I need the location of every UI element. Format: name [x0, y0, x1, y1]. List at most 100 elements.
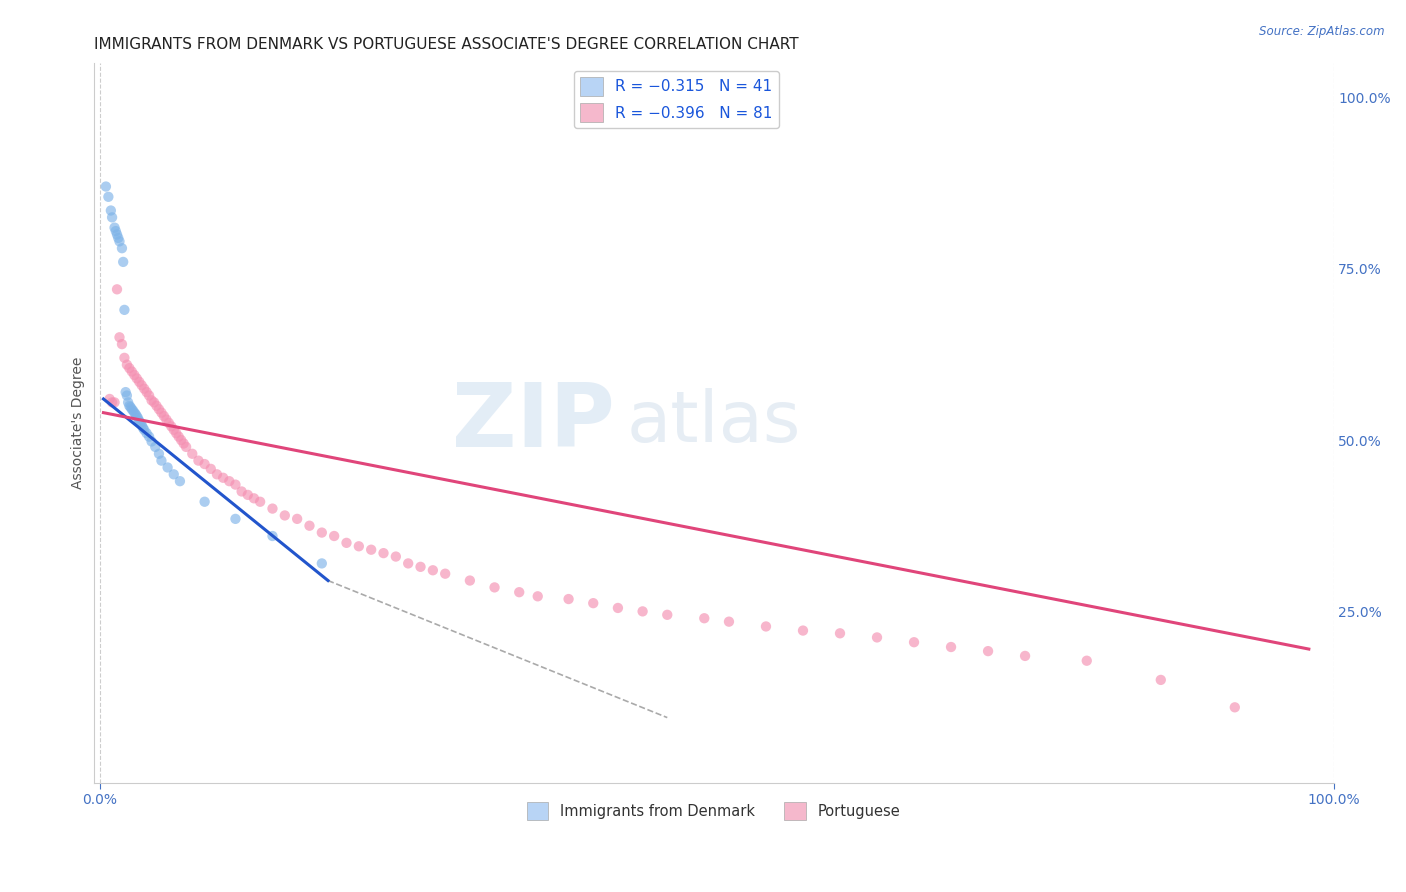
Point	[94, 179, 117, 194]
Point	[108, 235, 131, 249]
Point	[163, 423, 186, 437]
Point	[1076, 654, 1098, 668]
Point	[174, 440, 197, 454]
Point	[526, 590, 548, 604]
Point	[396, 557, 419, 571]
Point	[153, 409, 176, 423]
Point	[606, 601, 628, 615]
Point	[101, 395, 124, 409]
Point	[224, 512, 246, 526]
Point	[104, 224, 127, 238]
Point	[167, 430, 190, 444]
Point	[143, 395, 166, 409]
Point	[138, 430, 160, 444]
Point	[156, 460, 179, 475]
Point	[657, 607, 679, 622]
Point	[157, 416, 180, 430]
Point	[111, 241, 134, 255]
Point	[717, 615, 740, 629]
Point	[224, 477, 246, 491]
Point	[169, 474, 191, 488]
Point	[107, 231, 129, 245]
Point	[155, 412, 177, 426]
Point	[108, 330, 131, 344]
Point	[1014, 648, 1036, 663]
Point	[129, 416, 152, 430]
Point	[128, 375, 150, 389]
Point	[131, 378, 153, 392]
Point	[262, 529, 284, 543]
Point	[124, 406, 146, 420]
Point	[103, 220, 125, 235]
Point	[311, 557, 333, 571]
Point	[114, 385, 136, 400]
Point	[127, 411, 149, 425]
Point	[335, 536, 357, 550]
Point	[422, 563, 444, 577]
Point	[103, 395, 125, 409]
Point	[218, 474, 240, 488]
Point	[1150, 673, 1173, 687]
Point	[98, 392, 121, 406]
Point	[128, 414, 150, 428]
Point	[285, 512, 308, 526]
Point	[194, 457, 217, 471]
Point	[105, 227, 128, 242]
Point	[755, 619, 778, 633]
Point	[124, 407, 146, 421]
Point	[125, 409, 148, 423]
Point	[409, 559, 432, 574]
Point	[160, 419, 183, 434]
Point	[170, 433, 193, 447]
Point	[231, 484, 253, 499]
Point	[1223, 700, 1246, 714]
Point	[373, 546, 395, 560]
Point	[120, 400, 142, 414]
Text: Source: ZipAtlas.com: Source: ZipAtlas.com	[1260, 25, 1385, 38]
Point	[939, 640, 962, 654]
Point	[145, 399, 167, 413]
Point	[557, 592, 579, 607]
Point	[360, 542, 382, 557]
Point	[236, 488, 259, 502]
Point	[311, 525, 333, 540]
Point	[458, 574, 481, 588]
Point	[347, 539, 370, 553]
Point	[112, 351, 135, 365]
Point	[134, 423, 156, 437]
Text: IMMIGRANTS FROM DENMARK VS PORTUGUESE ASSOCIATE'S DEGREE CORRELATION CHART: IMMIGRANTS FROM DENMARK VS PORTUGUESE AS…	[94, 37, 799, 53]
Point	[112, 255, 135, 269]
Point	[124, 368, 146, 382]
Point	[132, 421, 155, 435]
Point	[143, 440, 166, 454]
Point	[148, 402, 170, 417]
Point	[112, 302, 135, 317]
Point	[138, 388, 160, 402]
Y-axis label: Associate's Degree: Associate's Degree	[72, 357, 86, 489]
Point	[200, 462, 222, 476]
Point	[977, 644, 1000, 658]
Text: atlas: atlas	[627, 388, 801, 458]
Point	[97, 190, 120, 204]
Point	[118, 399, 141, 413]
Legend: Immigrants from Denmark, Portuguese: Immigrants from Denmark, Portuguese	[520, 797, 907, 826]
Point	[249, 494, 271, 508]
Point	[150, 453, 173, 467]
Point	[163, 467, 186, 482]
Point	[111, 337, 134, 351]
Point	[298, 518, 321, 533]
Point	[693, 611, 716, 625]
Point	[173, 436, 195, 450]
Point	[385, 549, 408, 564]
Point	[866, 631, 889, 645]
Point	[148, 447, 170, 461]
Point	[323, 529, 346, 543]
Point	[121, 402, 143, 417]
Point	[115, 388, 138, 402]
Point	[165, 426, 187, 441]
Point	[484, 581, 506, 595]
Point	[117, 395, 139, 409]
Point	[135, 385, 157, 400]
Point	[274, 508, 297, 523]
Point	[187, 453, 209, 467]
